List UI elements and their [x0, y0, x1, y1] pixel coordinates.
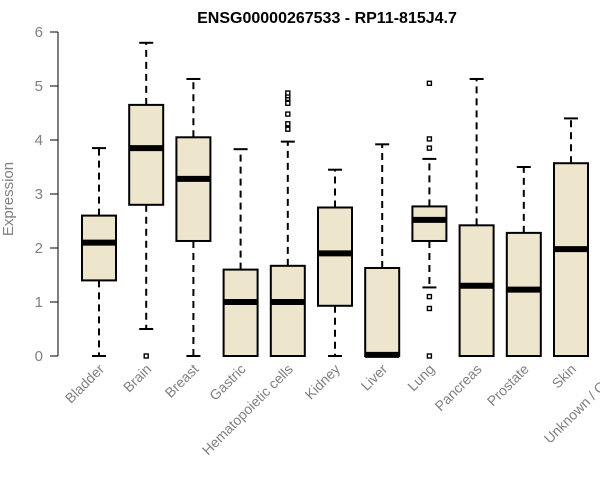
y-axis-ticks: 0 1 2 3 4 5 6	[35, 24, 58, 365]
outlier-point	[426, 80, 433, 87]
y-axis-label: Expression	[0, 162, 17, 236]
outlier-point	[285, 121, 291, 127]
iqr-box	[505, 231, 542, 358]
y-tick-label: 0	[35, 348, 43, 365]
x-tick-label: Prostate	[484, 361, 532, 409]
y-tick-label: 3	[35, 186, 43, 203]
x-tick-label: Bladder	[62, 361, 108, 407]
y-tick-label: 6	[35, 24, 43, 41]
outlier-point	[285, 100, 291, 106]
outlier-point	[285, 111, 291, 117]
box-bladder	[81, 147, 117, 357]
outlier-point	[143, 353, 149, 359]
x-tick-label: Kidney	[302, 361, 344, 403]
box-pancreas	[458, 77, 495, 357]
y-tick-label: 1	[35, 294, 43, 311]
box-kidney	[317, 168, 353, 357]
iqr-box	[458, 224, 495, 357]
outlier-point	[426, 305, 433, 312]
outlier-point	[426, 293, 433, 300]
box-skin	[553, 117, 589, 357]
iqr-box	[222, 268, 259, 358]
x-tick-label: Lung	[404, 361, 437, 394]
outlier-point	[426, 145, 433, 151]
outlier-point	[426, 353, 433, 359]
outlier-point	[426, 136, 433, 142]
outlier-point	[285, 90, 291, 96]
iqr-box	[269, 264, 306, 358]
iqr-box	[317, 206, 353, 307]
x-tick-label: Hematopoietic cells	[199, 361, 296, 458]
boxes-group	[81, 41, 589, 359]
x-tick-label: Brain	[120, 361, 154, 395]
iqr-box	[81, 214, 117, 282]
x-tick-label: Pancreas	[432, 361, 485, 414]
box-hematopoietic-cells	[269, 90, 306, 358]
box-prostate	[505, 166, 542, 358]
x-tick-label: Breast	[162, 361, 202, 401]
iqr-box	[553, 162, 589, 357]
iqr-box	[128, 103, 165, 206]
x-tick-label: Gastric	[206, 361, 249, 404]
iqr-box	[364, 266, 401, 358]
x-tick-label: Liver	[358, 361, 391, 394]
box-breast	[175, 77, 212, 357]
box-brain	[128, 41, 165, 359]
outlier-point	[285, 126, 291, 132]
box-lung	[411, 80, 448, 359]
box-liver	[364, 143, 401, 358]
box-gastric	[222, 148, 259, 358]
x-tick-label: Skin	[549, 361, 580, 392]
iqr-box	[411, 205, 448, 242]
iqr-box	[175, 136, 212, 242]
y-tick-label: 5	[35, 78, 43, 95]
y-tick-label: 4	[35, 132, 43, 149]
chart-title: ENSG00000267533 - RP11-815J4.7	[197, 10, 457, 27]
y-tick-label: 2	[35, 240, 43, 257]
